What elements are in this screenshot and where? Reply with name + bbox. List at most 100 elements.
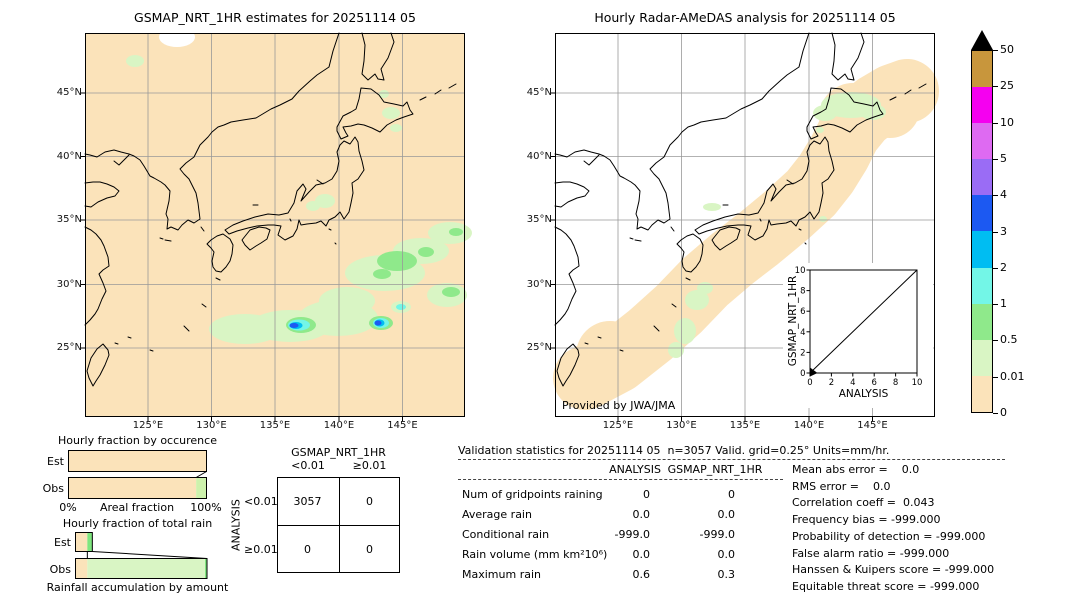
left-map-lat-label: 45°N [56, 87, 82, 98]
inset-y-ticklabels: 0 2 4 6 8 10 [795, 266, 806, 379]
stats-row-label: Rain volume (mm km²10⁶) [462, 548, 608, 561]
right-map-lat-label: 35°N [526, 214, 552, 225]
right-map-lon-label: 140°E [793, 420, 825, 431]
inset-xlabel: ANALYSIS [839, 388, 889, 400]
colorbar-ticklabel: 5 [1000, 151, 1007, 165]
stats-header: Validation statistics for 20251114 05 n=… [458, 444, 890, 457]
colorbar-ticklabel: 2 [1000, 260, 1007, 274]
inset-x-ticklabels: 0 2 4 6 8 10 [807, 378, 922, 388]
divider-dashed [458, 479, 783, 480]
colorbar-tickmark [993, 413, 998, 414]
contingency-col-high: ≥0.01 [352, 459, 387, 472]
inset-ticklabel: 0 [807, 378, 812, 388]
inset-ticklabel: 8 [893, 378, 898, 388]
right-map-lon-label: 125°E [602, 420, 634, 431]
colorbar-segment-blue [972, 195, 992, 232]
stats-analysis-value: 0 [643, 488, 650, 501]
right-map-lon-label: 130°E [666, 420, 697, 431]
contingency-cell-00: 3057 [293, 495, 322, 508]
stats-gsmap-value: -999.0 [699, 528, 735, 541]
stats-score-line: Mean abs error = 0.0 [792, 463, 920, 476]
stats-gsmap-value: 0.0 [717, 508, 736, 521]
radar-analysis-map: 0 2 4 6 8 10 0 2 4 6 8 10 ANALYSIS GSMAP_NRT_1HR [550, 32, 939, 422]
left-map-lon-label: 140°E [323, 420, 355, 431]
totalrain-bars [75, 532, 208, 579]
map-frame [85, 33, 465, 417]
gsmap-estimate-map [80, 27, 472, 422]
inset-ticklabel: 8 [800, 287, 805, 297]
colorbar-ticklabel: 10 [1000, 115, 1014, 129]
occurrence-obs-label: Obs [42, 482, 64, 495]
inset-ticklabel: 6 [871, 378, 876, 388]
radar-precip-light [668, 92, 886, 358]
colorbar-segment-deepsky [972, 231, 992, 268]
inset-ticklabel: 6 [800, 307, 805, 317]
colorbar-tickmark [993, 195, 998, 197]
colorbar-tickmark [993, 158, 998, 160]
right-map-lat-label: 40°N [526, 150, 552, 162]
left-map-lon-label: 130°E [196, 420, 227, 431]
totalrain-chart-title: Hourly fraction of total rain [62, 517, 213, 530]
stats-analysis-value: -999.0 [614, 528, 650, 541]
colorbar-segment-orchid [972, 123, 992, 160]
stats-row-label: Maximum rain [462, 568, 541, 581]
colorbar-ticklabel: 1 [1000, 297, 1007, 311]
colorbar-segment-tan [972, 51, 992, 88]
totalrain-footer: Rainfall accumulation by amount [46, 581, 229, 594]
one-to-one-line [809, 269, 918, 374]
colorbar-ticklabel: 0.01 [1000, 369, 1025, 383]
colorbar-ticklabel: 3 [1000, 224, 1007, 238]
contingency-title: GSMAP_NRT_1HR [291, 446, 386, 459]
colorbar-ticklabel: 50 [1000, 43, 1014, 56]
right-map-title: Hourly Radar-AMeDAS analysis for 2025111… [594, 10, 896, 25]
stats-score-line: False alarm ratio = -999.000 [792, 546, 950, 560]
totalrain-obs-label: Obs [49, 563, 71, 576]
stats-score-line: Probability of detection = -999.000 [792, 529, 986, 543]
colorbar-tickmark [993, 122, 998, 124]
contingency-col-low: <0.01 [291, 459, 325, 472]
left-map-lon-label: 145°E [387, 420, 418, 431]
colorbar-ticklabel: 4 [1000, 188, 1007, 202]
stats-score-line: Hanssen & Kuipers score = -999.000 [792, 563, 995, 577]
map-frame [555, 33, 935, 417]
colorbar-tickmark [993, 231, 998, 233]
left-map-lat-label: 35°N [56, 214, 82, 225]
stats-score-line: RMS error = 0.0 [792, 479, 891, 493]
colorbar-tickmark [993, 267, 998, 269]
data-point-cluster [810, 367, 818, 377]
occurrence-x1: 100% [190, 501, 222, 514]
inset-ticklabel: 2 [800, 348, 805, 358]
inset-ticklabel: 10 [912, 378, 923, 388]
stats-analysis-value: 0.6 [632, 568, 651, 581]
inset-ticklabel: 4 [850, 378, 855, 388]
inset-ticklabel: 10 [795, 266, 806, 276]
colorbar-overflow-arrow [971, 30, 993, 50]
contingency-side-label: ANALYSIS [229, 499, 243, 551]
colorbar-segment-lightgreen [972, 339, 992, 376]
stats-col-analysis: ANALYSIS [609, 463, 661, 476]
inset-ticklabel: 2 [829, 378, 834, 388]
map-credit: Provided by JWA/JMA [562, 399, 676, 412]
contingency-row-high: ≥0.01 [244, 543, 278, 556]
left-map-lat-label: 40°N [56, 150, 82, 162]
stats-row-label: Conditional rain [462, 528, 550, 541]
occurrence-chart-title: Hourly fraction by occurence [58, 434, 217, 447]
colorbar-tickmark [993, 304, 998, 306]
right-map-lat-label: 25°N [526, 342, 552, 353]
colorbar-tickmark [993, 340, 998, 342]
colorbar-segment-purple [972, 159, 992, 196]
colorbar-segment-peach [972, 375, 992, 412]
left-map-title: GSMAP_NRT_1HR estimates for 20251114 05 [134, 10, 416, 25]
contingency-cell-01: 0 [366, 495, 373, 508]
left-map-lon-label: 135°E [259, 420, 291, 431]
right-map-lat-label: 30°N [526, 278, 552, 290]
occurrence-est-label: Est [47, 455, 64, 468]
colorbar-tickmark [993, 50, 998, 51]
colorbar-ticklabel: 25 [1000, 79, 1014, 93]
occurrence-xlabel: Areal fraction [99, 501, 175, 514]
stats-score-line: Frequency bias = -999.000 [792, 513, 941, 527]
occurrence-x0: 0% [59, 501, 77, 514]
colorbar-ticklabel: 0.5 [1000, 333, 1018, 347]
inset-ylabel: GSMAP_NRT_1HR [787, 276, 799, 367]
